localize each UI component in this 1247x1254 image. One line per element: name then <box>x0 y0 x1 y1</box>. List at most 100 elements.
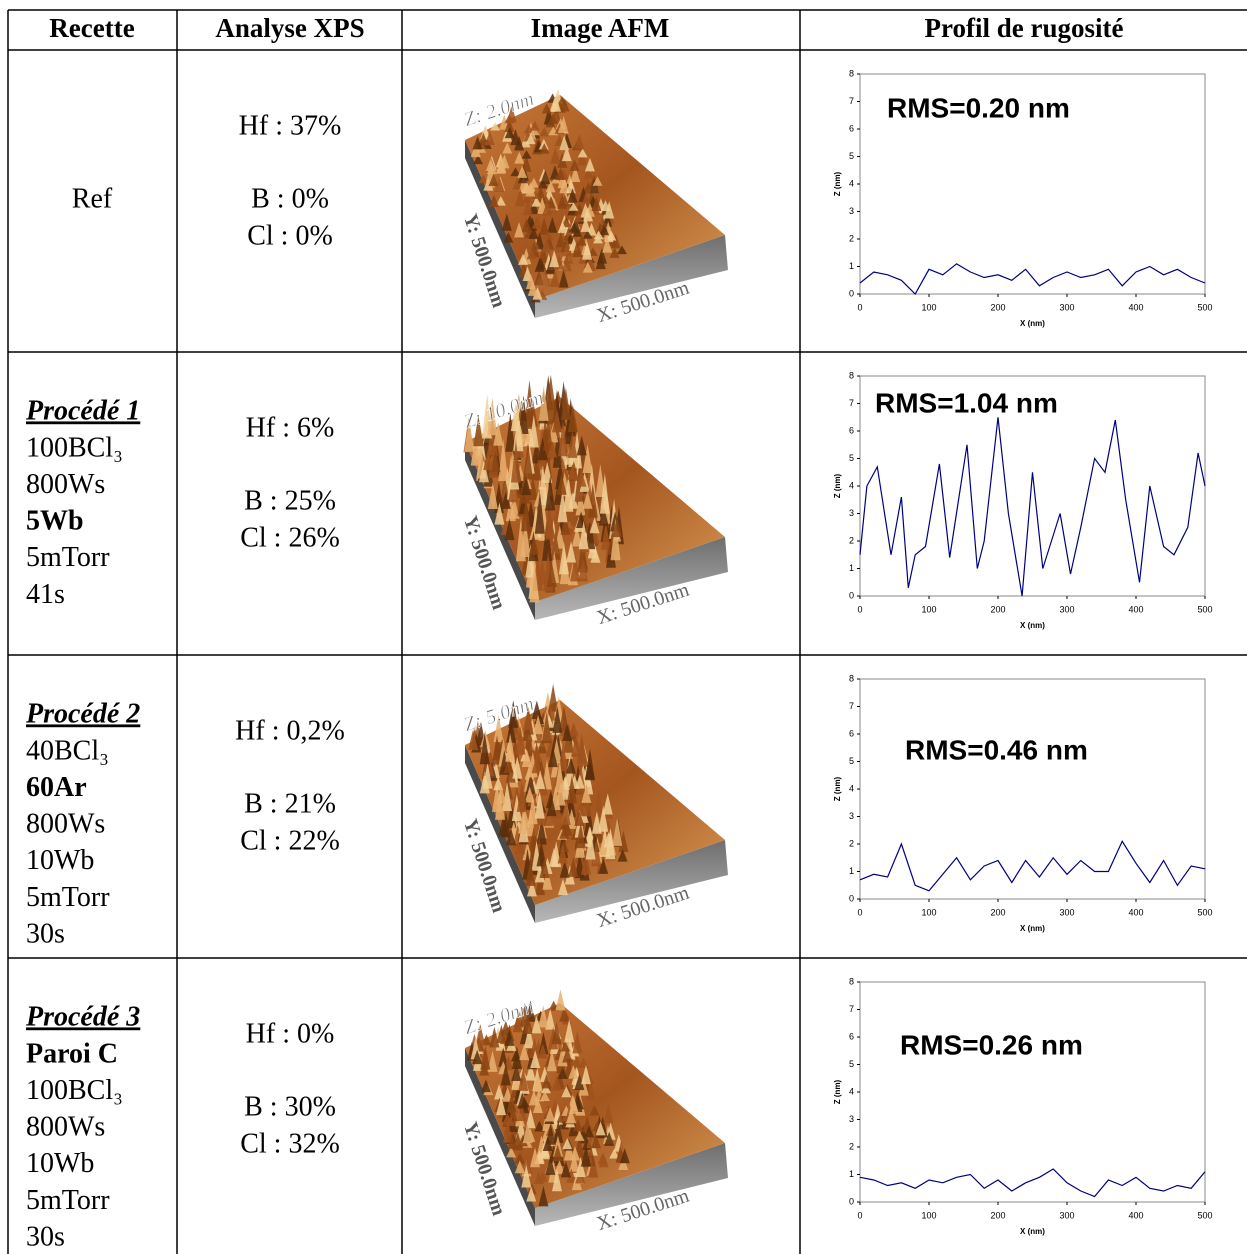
afm-spike <box>572 228 583 237</box>
afm-spike <box>559 860 570 878</box>
afm-spike <box>506 718 517 743</box>
afm-spike <box>576 469 587 487</box>
y-tick-label: 7 <box>849 701 854 711</box>
y-tick-label: 2 <box>849 233 854 243</box>
afm-spike <box>537 437 548 461</box>
afm-spike <box>510 167 521 177</box>
afm-spike <box>484 130 495 146</box>
x-axis-label: X (nm) <box>1020 621 1045 630</box>
afm-spike <box>542 1136 553 1152</box>
x-tick-label: 200 <box>990 907 1005 917</box>
afm-spike <box>540 267 551 286</box>
x-tick-label: 500 <box>1197 302 1212 312</box>
afm-spike <box>566 541 577 563</box>
afm-spike <box>559 825 570 839</box>
afm-spike <box>521 1164 532 1188</box>
xps-value: Hf : 0,2% <box>235 715 345 746</box>
x-tick-label: 100 <box>921 907 936 917</box>
y-tick-label: 4 <box>849 480 854 490</box>
afm-spike <box>506 1092 517 1113</box>
afm-spike <box>531 196 542 207</box>
afm-spike <box>547 217 558 233</box>
y-axis-label: Z (nm) <box>833 473 842 498</box>
y-axis-label: Z (nm) <box>833 171 842 196</box>
afm-spike <box>604 1131 615 1146</box>
recipe-line: 5mTorr <box>26 542 110 573</box>
afm-spike <box>531 755 542 774</box>
afm-spike <box>501 1102 512 1122</box>
afm-spike <box>470 142 481 157</box>
afm-spike <box>560 516 571 535</box>
afm-spike <box>582 261 593 273</box>
afm-spike <box>545 1155 556 1175</box>
recipe-line: 800Ws <box>26 1112 105 1143</box>
y-tick-label: 5 <box>849 453 854 463</box>
afm-spike <box>536 759 547 779</box>
afm-spike <box>580 1064 591 1085</box>
afm-spike <box>541 103 552 114</box>
y-tick-label: 0 <box>849 1196 854 1206</box>
afm-spike <box>552 1144 563 1162</box>
afm-spike <box>577 148 588 158</box>
afm-spike <box>522 1157 533 1174</box>
afm-spike <box>569 1152 580 1172</box>
afm-spike <box>496 1095 507 1116</box>
afm-side <box>535 537 728 620</box>
afm-spike <box>589 517 600 534</box>
afm-spike <box>570 1146 581 1161</box>
afm-spike <box>529 1147 540 1168</box>
afm-spike <box>584 761 595 780</box>
table-grid <box>7 9 1247 1254</box>
afm-spike <box>543 416 554 451</box>
y-axis-label: Z (nm) <box>833 776 842 801</box>
afm-spike <box>543 230 554 240</box>
afm-spike <box>521 218 532 233</box>
y-tick-label: 0 <box>849 288 854 298</box>
afm-spike <box>522 442 533 480</box>
afm-spike <box>557 490 568 523</box>
recipe-line: 60Ar <box>26 772 87 803</box>
afm-spike <box>487 481 498 510</box>
afm-spike <box>480 1079 491 1093</box>
x-tick-label: 400 <box>1128 1210 1143 1220</box>
afm-spike <box>506 1147 517 1158</box>
afm-spike <box>568 722 579 737</box>
afm-spike <box>529 522 540 540</box>
afm-spike <box>557 120 568 133</box>
afm-spike <box>541 238 552 253</box>
y-tick-label: 8 <box>849 370 854 380</box>
afm-spike <box>574 202 585 215</box>
afm-spike <box>584 1125 595 1138</box>
afm-spike <box>535 770 546 790</box>
afm-spike <box>555 989 566 1011</box>
x-axis-label: X (nm) <box>1020 319 1045 328</box>
afm-spike <box>582 490 593 509</box>
afm-spike <box>545 180 556 193</box>
afm-spike <box>576 235 587 246</box>
afm-spike <box>508 700 519 728</box>
afm-spike <box>496 1024 507 1044</box>
afm-spike <box>587 483 598 518</box>
afm-spike <box>580 203 591 218</box>
afm-spike <box>523 1015 534 1034</box>
column-header: Profil de rugosité <box>925 13 1124 43</box>
afm-spike <box>562 238 573 257</box>
rms-annotation: RMS=0.20 nm <box>887 92 1070 123</box>
afm-spike <box>598 837 609 855</box>
afm-spike <box>570 553 581 582</box>
x-tick-label: 100 <box>921 302 936 312</box>
afm-spike <box>502 1087 513 1102</box>
afm-spike <box>521 497 532 532</box>
afm-spike <box>600 522 611 550</box>
afm-spike <box>495 161 506 174</box>
y-tick-label: 3 <box>849 811 854 821</box>
y-tick-label: 1 <box>849 563 854 573</box>
afm-spike <box>519 1043 530 1061</box>
afm-spike <box>592 176 603 186</box>
afm-spike <box>582 242 593 260</box>
afm-spike <box>549 250 560 268</box>
afm-spike <box>581 784 592 803</box>
afm-spike <box>523 707 534 731</box>
afm-spike <box>571 734 582 757</box>
